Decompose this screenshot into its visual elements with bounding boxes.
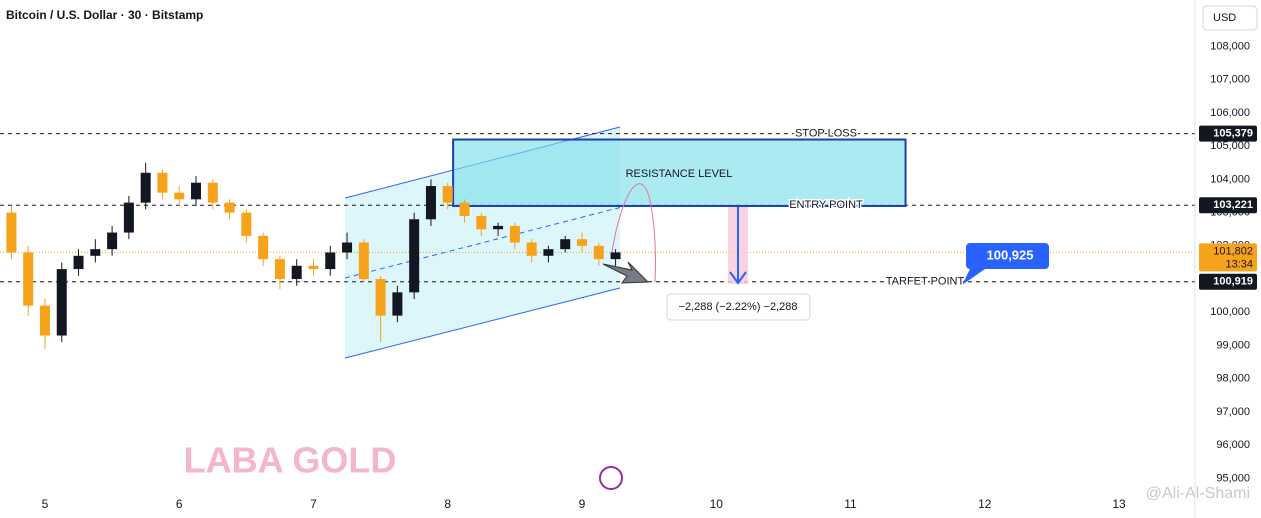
y-tick-label: 105,000 <box>1210 140 1250 152</box>
candle-body <box>207 182 218 203</box>
candle-body <box>459 202 470 216</box>
candle-body <box>425 186 436 220</box>
candle-body <box>258 235 269 260</box>
candle-body <box>73 255 84 270</box>
countdown-label: 13:34 <box>1225 258 1253 270</box>
candle-body <box>593 245 604 260</box>
channel-lower <box>344 287 621 359</box>
measure-arrowhead <box>729 271 747 285</box>
candle-body <box>509 225 520 243</box>
level-tag <box>1199 197 1257 214</box>
level-name: TARFET POINT <box>886 276 965 288</box>
candle-body <box>107 232 118 250</box>
y-tick-label: 104,000 <box>1210 173 1250 185</box>
candle-body <box>39 305 50 336</box>
candle-body <box>560 239 571 250</box>
y-tick-label: 99,000 <box>1216 339 1250 351</box>
candle-body <box>358 242 369 280</box>
candle-body <box>576 239 587 246</box>
last-price-label: 101,802 <box>1213 245 1253 257</box>
y-tick-label: 107,000 <box>1210 74 1250 86</box>
x-tick-label: 5 <box>42 497 49 511</box>
candle-body <box>140 172 151 203</box>
candle-body <box>375 279 386 316</box>
y-tick-label: 106,000 <box>1210 107 1250 119</box>
level-name: STOP LOSS <box>795 127 857 139</box>
candle-body <box>543 249 554 256</box>
candle-body <box>342 242 353 253</box>
measure-box <box>666 293 811 321</box>
candle-body <box>56 269 67 336</box>
y-tick-label: 98,000 <box>1216 373 1250 385</box>
x-tick-label: 10 <box>710 497 724 511</box>
measure-label: −2,288 (−2.22%) −2,288 <box>679 301 798 313</box>
candle-body <box>409 219 420 293</box>
level-tag <box>1199 125 1257 142</box>
zone-label: RESISTANCE LEVEL <box>626 168 733 180</box>
candle-body <box>191 182 202 200</box>
candle-body <box>224 202 235 213</box>
y-tick-label: 96,000 <box>1216 439 1250 451</box>
candle-body <box>23 252 34 306</box>
level-tag-label: 103,221 <box>1213 199 1253 211</box>
candle-body <box>442 186 453 203</box>
candle-body <box>392 292 403 316</box>
level-tag-label: 100,919 <box>1213 276 1253 288</box>
x-tick-label: 11 <box>844 497 857 511</box>
watermark: LABA GOLD <box>184 440 397 481</box>
author-watermark: @Ali-Al-Shami <box>1146 485 1250 502</box>
x-tick-label: 13 <box>1112 497 1126 511</box>
candle-body <box>493 225 504 230</box>
resistance-zone <box>452 138 907 207</box>
last-price-tag <box>1199 243 1257 272</box>
currency-label[interactable]: USD <box>1213 12 1236 24</box>
candle-body <box>274 259 285 280</box>
candle-body <box>610 252 621 260</box>
annotations <box>602 183 1049 321</box>
candle-body <box>90 249 101 256</box>
candle-body <box>325 252 336 270</box>
candle-body <box>157 172 168 193</box>
candle-body <box>291 265 302 280</box>
callout-label: 100,925 <box>987 247 1034 262</box>
level-tag <box>1199 273 1257 290</box>
candle-body <box>174 192 185 200</box>
candle-body <box>241 212 252 236</box>
x-tick-label: 7 <box>310 497 317 511</box>
candle-body <box>123 202 134 233</box>
y-tick-label: 95,000 <box>1216 472 1250 484</box>
callout-box <box>962 243 1049 285</box>
level-tag-label: 105,379 <box>1213 127 1253 139</box>
currency-button[interactable] <box>1202 5 1258 31</box>
candle-body <box>6 212 17 253</box>
candle-body <box>476 215 487 230</box>
logo-icon <box>599 466 623 490</box>
y-tick-label: 108,000 <box>1210 40 1250 52</box>
chart-title: Bitcoin / U.S. Dollar · 30 · Bitstamp <box>6 8 203 22</box>
down-arrow <box>602 261 650 284</box>
candle-body <box>308 265 319 270</box>
y-tick-label: 100,000 <box>1210 306 1250 318</box>
x-tick-label: 12 <box>978 497 992 511</box>
curve-arrow <box>611 183 656 283</box>
y-tick-label: 97,000 <box>1216 406 1250 418</box>
x-tick-label: 8 <box>444 497 451 511</box>
x-tick-label: 9 <box>579 497 586 511</box>
candle-body <box>526 242 537 256</box>
channel-middle <box>344 207 621 279</box>
x-tick-label: 6 <box>176 497 183 511</box>
level-name: ENTRY POINT <box>789 199 863 211</box>
